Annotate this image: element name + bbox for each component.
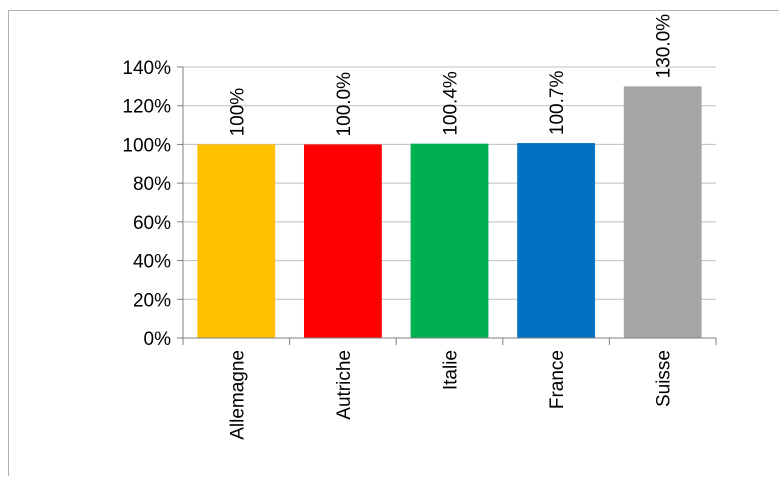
- y-tick-label: 60%: [133, 213, 171, 234]
- category-label-italie: Italie: [441, 350, 462, 390]
- bar-france: [517, 143, 596, 338]
- chart-frame: [8, 10, 779, 476]
- bar-autriche: [303, 144, 382, 338]
- category-label-allemagne: Allemagne: [227, 350, 248, 440]
- data-labels: 100% 100.0% 100.4% 100.7% 130.0%: [227, 14, 674, 137]
- category-label-france: France: [547, 350, 568, 409]
- y-tick-label: 100%: [122, 135, 171, 156]
- data-label-france: 100.7%: [547, 71, 568, 136]
- y-tick-label: 20%: [133, 290, 171, 311]
- y-tick-labels: 0% 20% 40% 60% 80% 100% 120% 140%: [122, 58, 171, 350]
- y-tick-label: 140%: [122, 58, 171, 79]
- bars: [197, 86, 702, 338]
- y-tick-label: 120%: [122, 97, 171, 118]
- category-label-suisse: Suisse: [654, 350, 675, 407]
- y-tick-label: 80%: [133, 174, 171, 195]
- bar-allemagne: [197, 144, 276, 338]
- category-label-autriche: Autriche: [334, 350, 355, 420]
- axes: [177, 66, 717, 345]
- data-label-allemagne: 100%: [227, 88, 248, 137]
- y-tick-label: 40%: [133, 252, 171, 273]
- bar-italie: [410, 143, 489, 338]
- category-labels: Allemagne Autriche Italie France Suisse: [227, 350, 674, 440]
- y-tick-label: 0%: [144, 329, 172, 350]
- bar-suisse: [623, 86, 702, 338]
- data-label-autriche: 100.0%: [334, 72, 355, 137]
- data-label-italie: 100.4%: [441, 71, 462, 136]
- data-label-suisse: 130.0%: [654, 14, 675, 79]
